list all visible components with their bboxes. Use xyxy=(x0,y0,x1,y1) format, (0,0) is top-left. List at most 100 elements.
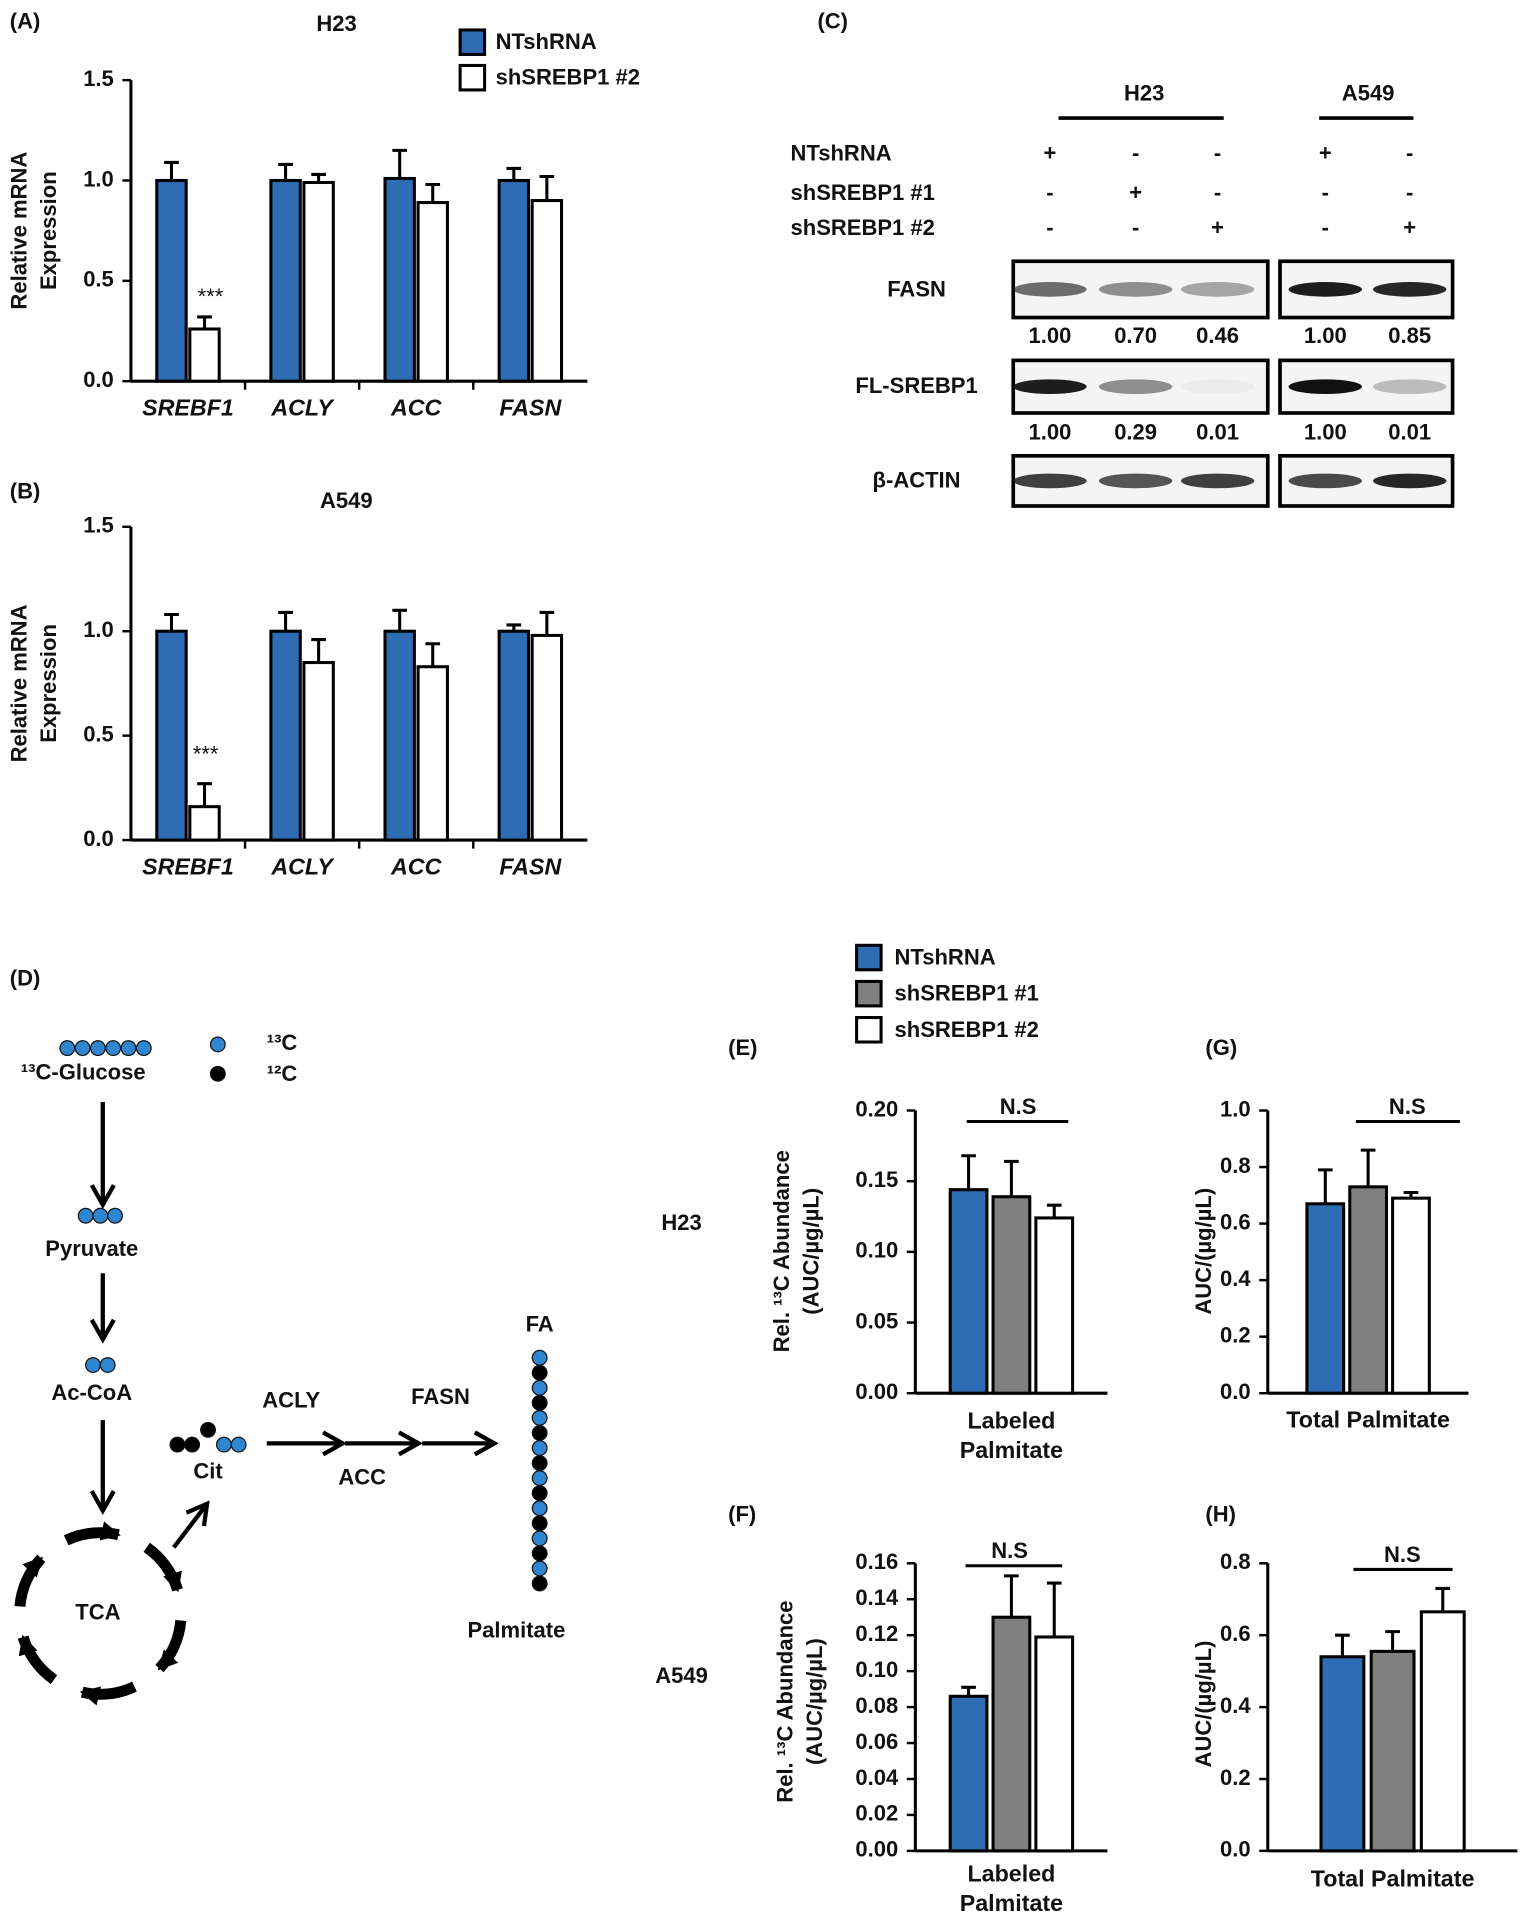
cycle-arrow xyxy=(79,1681,137,1706)
y-axis-label: Expression xyxy=(36,171,61,290)
category-label-box: Labeled Palmitate xyxy=(960,1409,1063,1464)
error-bar xyxy=(425,642,441,667)
error-bar xyxy=(1360,1148,1376,1187)
atom xyxy=(531,1455,548,1472)
arrow xyxy=(172,1500,210,1549)
y-tick-label: 1.0 xyxy=(83,617,114,642)
y-tick-label: 0.0 xyxy=(1220,1379,1251,1404)
error-bar xyxy=(1317,1168,1333,1204)
annotation: N.S xyxy=(1384,1542,1421,1567)
condition-mark: + xyxy=(1319,141,1332,166)
band xyxy=(1098,473,1173,489)
row-label: FASN xyxy=(887,276,946,301)
bar xyxy=(269,629,302,842)
y-tick-label: 0.0 xyxy=(83,367,114,392)
band xyxy=(1013,379,1087,395)
y-tick-label: 1.5 xyxy=(83,513,114,538)
atom xyxy=(107,1207,123,1224)
category-label-box: ACC xyxy=(391,855,441,881)
quantification: 0.70 xyxy=(1114,323,1157,348)
annotation: *** xyxy=(198,284,224,309)
error-bar xyxy=(539,610,555,636)
y-tick-label: 0.10 xyxy=(855,1657,898,1682)
x-tick-label: FASN xyxy=(499,854,562,881)
condition-mark: - xyxy=(1214,180,1221,205)
band xyxy=(1288,473,1363,489)
node-label: ¹³C-Glucose xyxy=(21,1060,146,1085)
y-tick-label: 0.02 xyxy=(855,1801,898,1826)
condition-mark: - xyxy=(1046,180,1053,205)
y-tick-label: 0.0 xyxy=(83,826,114,851)
y-tick-label: 0.8 xyxy=(1220,1549,1251,1574)
cycle-arrow xyxy=(143,1542,183,1593)
annotation: N.S xyxy=(991,1538,1028,1563)
legend-label: ¹²C xyxy=(267,1061,298,1086)
y-tick-label: 0.00 xyxy=(855,1379,898,1404)
error-bar xyxy=(164,612,179,632)
enzyme-label: FASN xyxy=(411,1384,470,1409)
y-tick-label: 0.6 xyxy=(1220,1621,1251,1646)
bar xyxy=(948,1694,989,1853)
atoms xyxy=(14,1036,548,1706)
quantification: 0.46 xyxy=(1196,323,1239,348)
enzyme-label: ACC xyxy=(338,1465,386,1490)
category-label-box: SREBF1 xyxy=(142,855,234,881)
error-bar xyxy=(197,782,212,807)
enzyme-label: ACLY xyxy=(262,1388,320,1413)
error-bar xyxy=(961,1154,976,1190)
row-label: A549 xyxy=(655,1663,708,1688)
bar xyxy=(416,201,449,383)
band xyxy=(1288,379,1363,395)
legend-label: shSREBP1 #1 xyxy=(895,981,1039,1006)
condition-label: shSREBP1 #2 xyxy=(791,215,935,240)
y-tick-label: 1.0 xyxy=(83,166,114,191)
condition-label: NTshRNA xyxy=(791,141,892,166)
error-bar xyxy=(1046,1203,1062,1218)
category-label-box: Total Palmitate xyxy=(1286,1408,1450,1434)
band xyxy=(1288,282,1363,297)
y-tick-label: 0.15 xyxy=(855,1167,898,1192)
y-tick-label: 1.5 xyxy=(83,66,114,91)
bar xyxy=(155,629,188,842)
y-axis-label: Relative mRNA xyxy=(7,604,32,762)
error-bar xyxy=(1435,1586,1451,1612)
condition-mark: - xyxy=(1132,215,1139,240)
y-tick-label: 0.5 xyxy=(83,267,114,292)
quantification: 1.00 xyxy=(1304,420,1347,445)
cycle-arrow xyxy=(14,1554,46,1608)
atom xyxy=(209,1036,226,1053)
category-label-box: ACLY xyxy=(271,855,333,881)
row-label: β-ACTIN xyxy=(873,467,961,492)
node-label: Pyruvate xyxy=(45,1236,138,1261)
y-tick-label: 0.0 xyxy=(1220,1837,1251,1862)
error-bar xyxy=(1335,1633,1350,1657)
error-bar xyxy=(197,315,212,329)
legend-swatch xyxy=(458,28,487,56)
bar xyxy=(530,199,564,383)
error-bar xyxy=(392,148,408,179)
y-tick-label: 0.16 xyxy=(855,1549,898,1574)
atom xyxy=(531,1440,548,1456)
panel-label: (E) xyxy=(728,1035,757,1060)
panel-label: (F) xyxy=(728,1501,756,1526)
y-tick-label: 0.4 xyxy=(1220,1266,1251,1291)
atom xyxy=(169,1436,186,1453)
quantification: 0.01 xyxy=(1196,420,1239,445)
x-tick-label: Total Palmitate xyxy=(1310,1866,1475,1893)
bar xyxy=(155,178,188,383)
error-bar xyxy=(1385,1630,1400,1652)
atom xyxy=(531,1349,548,1366)
bar xyxy=(991,1615,1032,1853)
bar xyxy=(302,661,335,842)
y-tick-label: 0.4 xyxy=(1220,1693,1251,1718)
bar xyxy=(1034,1635,1075,1853)
category-label-box: ACLY xyxy=(271,396,333,422)
category-label-box: FASN xyxy=(499,854,562,881)
group-label: A549 xyxy=(1342,81,1395,106)
atom xyxy=(200,1421,216,1438)
y-tick-label: 0.04 xyxy=(855,1765,899,1790)
error-bar xyxy=(392,608,408,632)
atom xyxy=(531,1379,548,1396)
cycle-arrow xyxy=(155,1619,187,1673)
category-label-box: FASN xyxy=(499,396,561,422)
